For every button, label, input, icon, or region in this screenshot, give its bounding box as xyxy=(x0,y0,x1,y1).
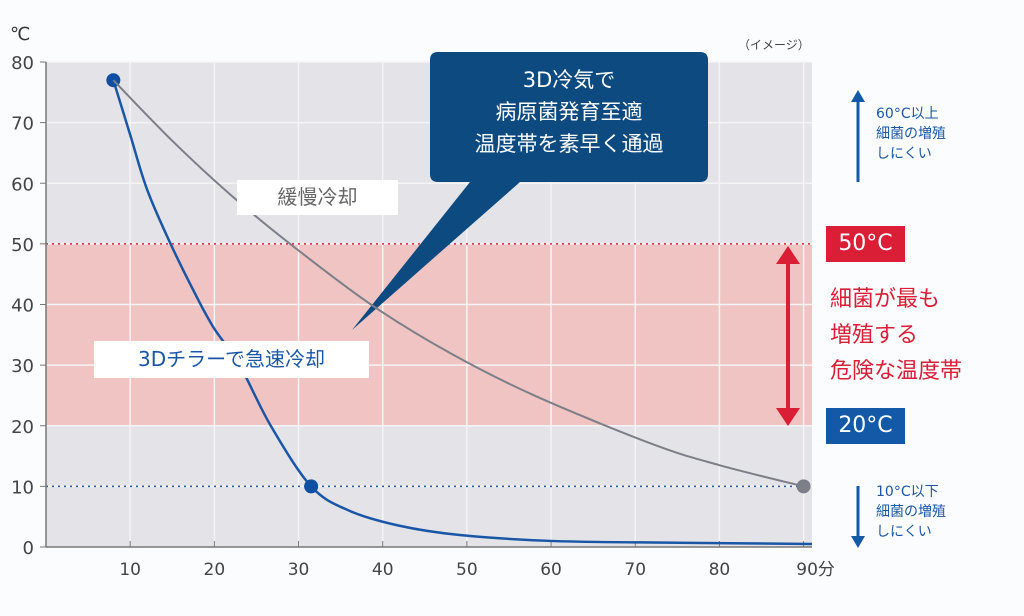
x-tick-label: 10 xyxy=(119,560,141,580)
upper-note-line: 60°C以上 xyxy=(876,106,939,122)
callout-bubble xyxy=(352,52,708,330)
danger-line: 増殖する xyxy=(830,323,919,348)
danger-band xyxy=(46,243,812,426)
danger-line: 細菌が最も xyxy=(830,287,941,312)
callout-line: 温度帯を素早く通過 xyxy=(474,132,664,156)
upper-note-line: しにくい xyxy=(876,146,932,162)
x-tick-label: 60 xyxy=(540,560,562,580)
upper-danger-badge: 50°C xyxy=(826,226,905,262)
x-tick-label: 30 xyxy=(288,560,310,580)
lower-note-line: 10°C以下 xyxy=(876,484,939,500)
y-tick-label: 10 xyxy=(11,477,34,498)
callout-line: 病原菌発育至適 xyxy=(495,100,643,124)
x-tick-label: 20 xyxy=(204,560,226,580)
y-tick-label: 40 xyxy=(11,296,34,317)
data-point xyxy=(796,479,811,494)
up-arrow-head xyxy=(851,90,865,102)
series-line-slow xyxy=(112,79,804,488)
series-line-rapid xyxy=(112,79,813,546)
y-axis-unit: ℃ xyxy=(10,24,31,45)
danger-arrow-head-up xyxy=(776,246,800,264)
y-tick-label: 70 xyxy=(11,114,34,135)
lower-note: 10°C以下 細菌の増殖 しにくい xyxy=(876,482,946,542)
danger-line: 危険な温度帯 xyxy=(830,359,963,384)
upper-note: 60°C以上 細菌の増殖 しにくい xyxy=(876,104,946,164)
upper-note-line: 細菌の増殖 xyxy=(876,126,946,142)
x-tick-label: 40 xyxy=(372,560,394,580)
callout-text: 3D冷気で 病原菌発育至適 温度帯を素早く通過 xyxy=(430,52,708,182)
data-point xyxy=(304,479,319,494)
lower-note-line: しにくい xyxy=(876,524,932,540)
y-tick-label: 50 xyxy=(11,235,34,256)
callout-line: 3D冷気で xyxy=(522,68,616,92)
y-tick-label: 30 xyxy=(11,356,34,377)
danger-zone-text: 細菌が最も 増殖する 危険な温度帯 xyxy=(830,282,962,390)
lower-danger-badge: 20°C xyxy=(826,408,905,444)
slow-cooling-label: 緩慢冷却 xyxy=(237,180,398,215)
lower-note-line: 細菌の増殖 xyxy=(876,504,946,520)
y-tick-label: 60 xyxy=(11,174,34,195)
rapid-cooling-label: 3Dチラーで急速冷却 xyxy=(94,341,369,378)
down-arrow-head xyxy=(851,536,865,548)
danger-arrow-head-down xyxy=(776,408,800,426)
x-tick-label: 50 xyxy=(456,560,478,580)
y-tick-label: 20 xyxy=(11,417,34,438)
y-tick-label: 0 xyxy=(23,538,34,559)
x-tick-label: 80 xyxy=(709,560,731,580)
x-tick-label: 70 xyxy=(624,560,646,580)
image-note: （イメージ） xyxy=(738,38,810,52)
x-tick-label: 90分 xyxy=(796,560,835,580)
y-tick-label: 80 xyxy=(11,53,34,74)
